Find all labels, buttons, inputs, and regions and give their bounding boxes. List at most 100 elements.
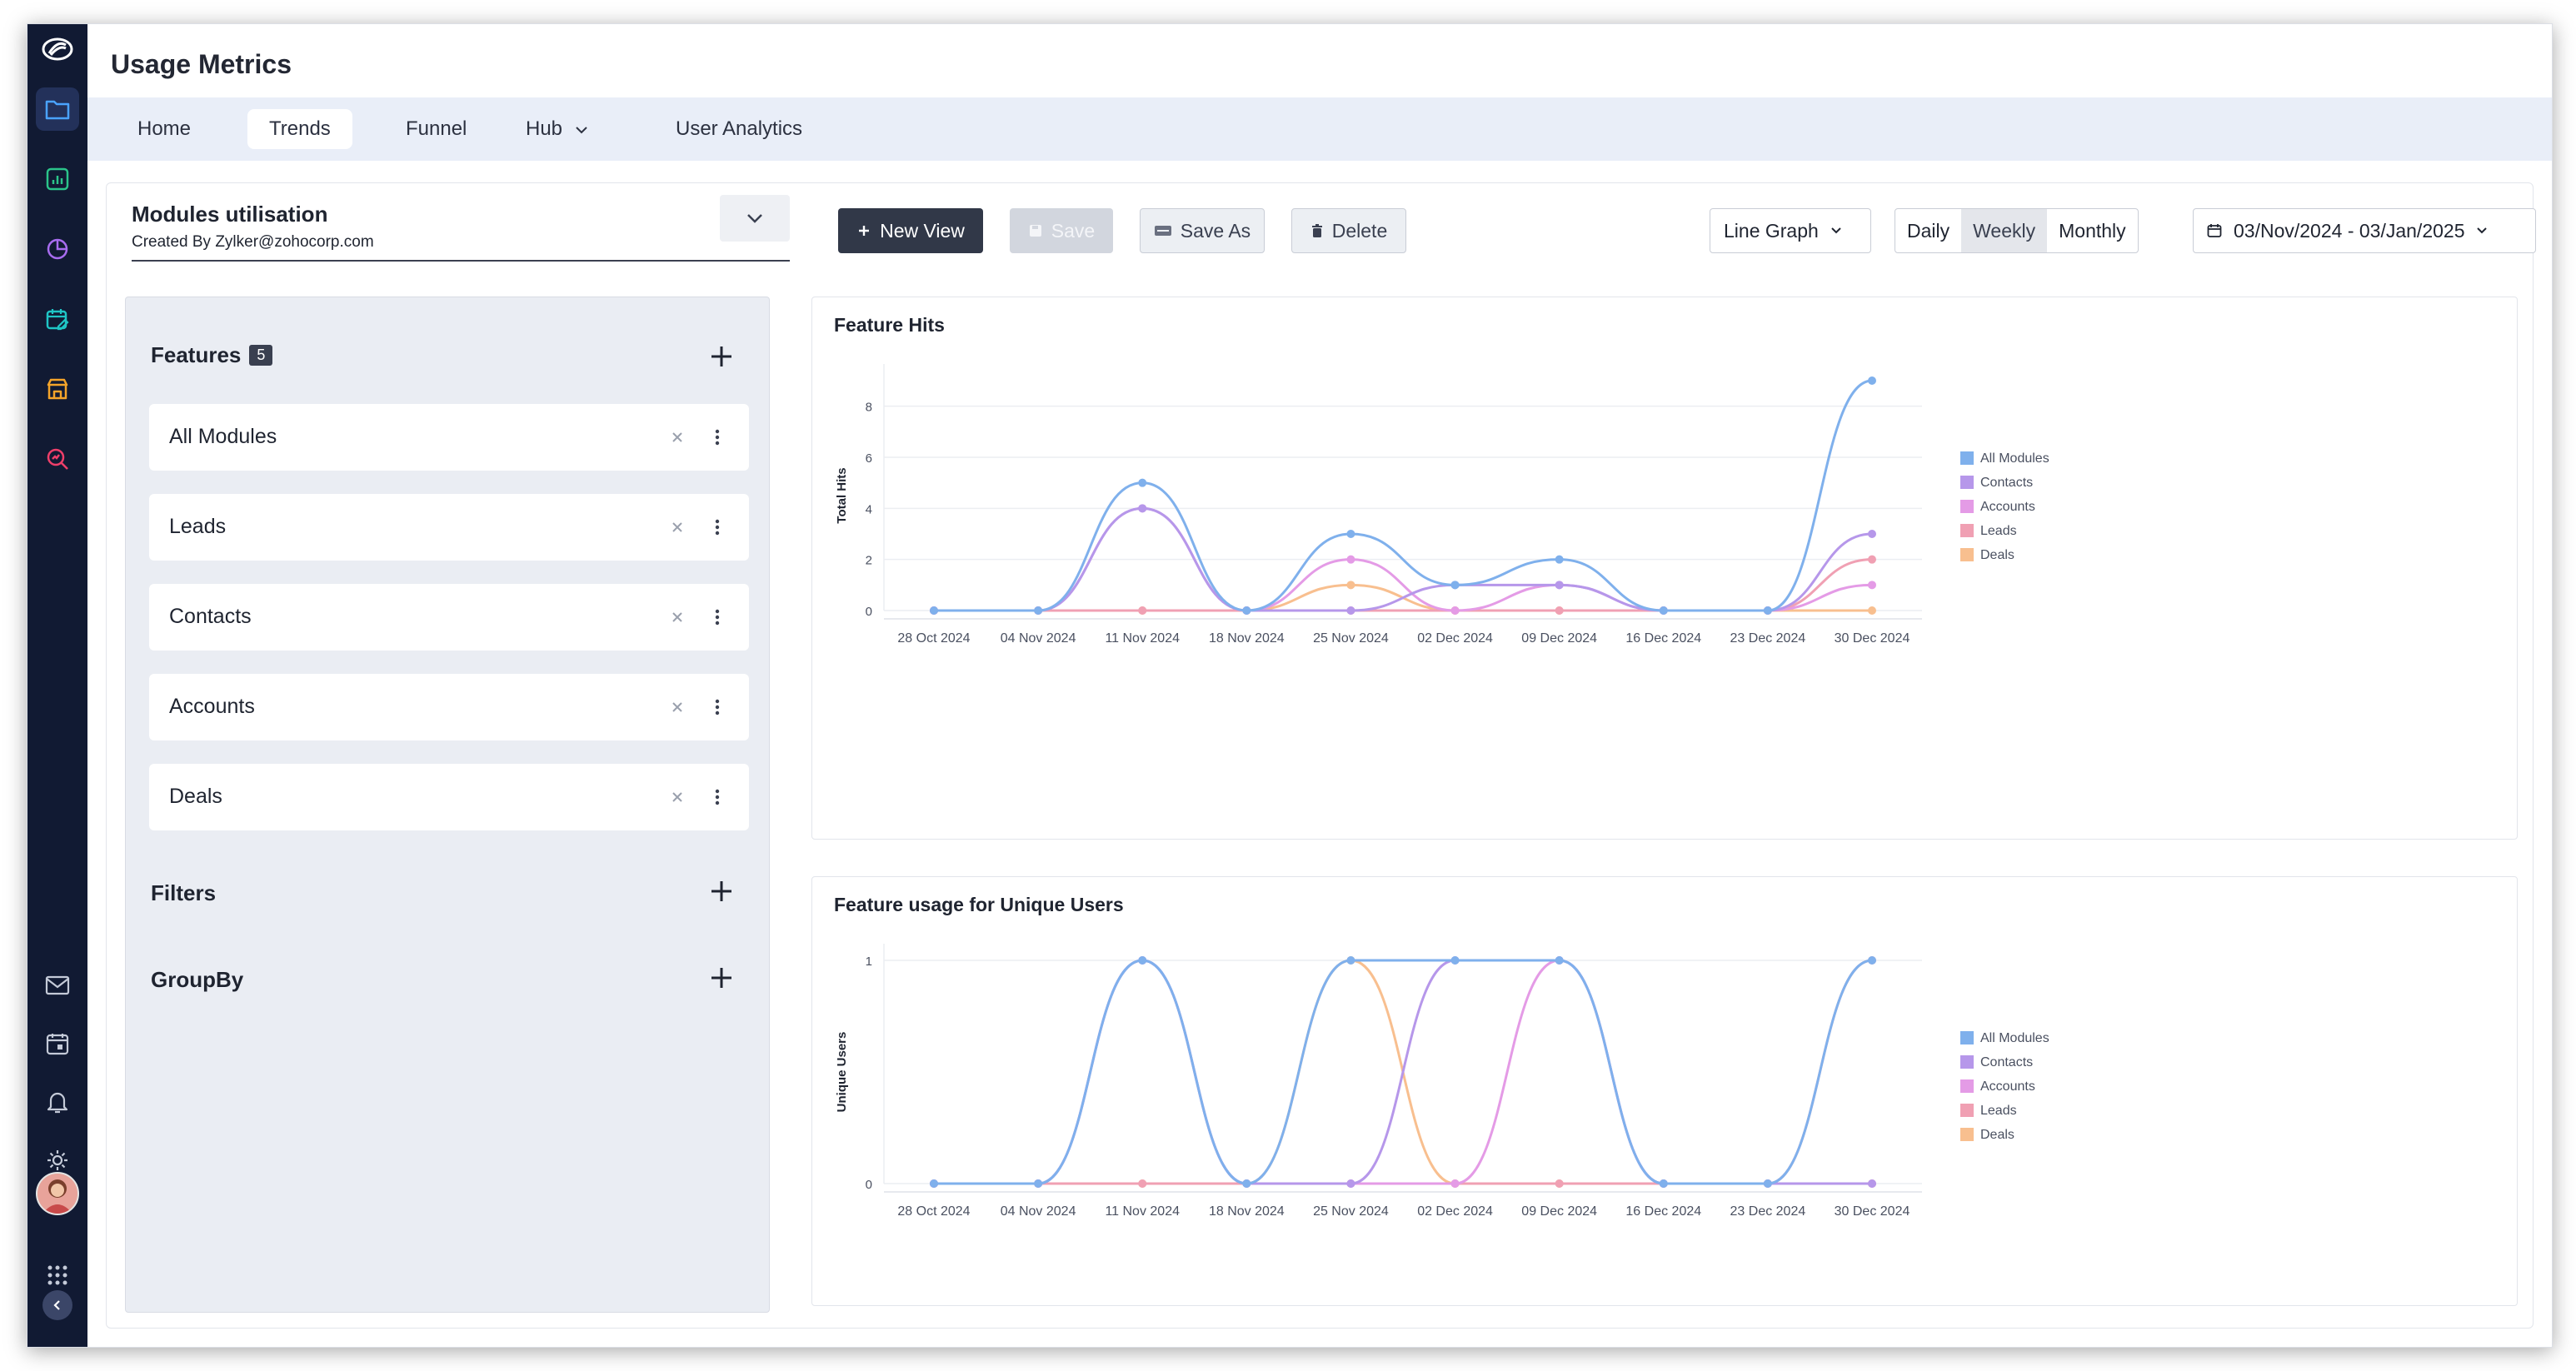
add-filter-icon[interactable] — [709, 879, 734, 904]
collapse-sidebar-button[interactable] — [42, 1290, 72, 1320]
calendar-icon[interactable] — [36, 1022, 79, 1065]
feature-item-deals[interactable]: Deals — [149, 764, 749, 830]
feature-item-all-modules[interactable]: All Modules — [149, 404, 749, 471]
data-point[interactable] — [1659, 1179, 1668, 1188]
data-point[interactable] — [1763, 606, 1772, 615]
view-selector[interactable]: Modules utilisation Created By Zylker@zo… — [132, 195, 790, 262]
data-point[interactable] — [1555, 1179, 1564, 1188]
data-point[interactable] — [930, 1179, 938, 1188]
tab-home[interactable]: Home — [116, 109, 212, 149]
legend-label[interactable]: Deals — [1980, 548, 2014, 562]
data-point[interactable] — [1868, 376, 1876, 385]
more-vertical-icon[interactable] — [706, 516, 729, 539]
legend-label[interactable]: All Modules — [1980, 451, 2049, 466]
tab-user-analytics[interactable]: User Analytics — [654, 109, 824, 149]
graph-type-select[interactable]: Line Graph — [1710, 208, 1871, 253]
data-point[interactable] — [1868, 606, 1876, 615]
remove-icon[interactable] — [666, 695, 689, 719]
data-point[interactable] — [1034, 1179, 1043, 1188]
x-tick-label: 28 Oct 2024 — [897, 631, 970, 646]
data-point[interactable] — [1242, 1179, 1251, 1188]
data-point[interactable] — [1763, 1179, 1772, 1188]
data-point[interactable] — [1138, 606, 1147, 615]
more-vertical-icon[interactable] — [706, 426, 729, 449]
data-point[interactable] — [1868, 1179, 1876, 1188]
legend-label[interactable]: All Modules — [1980, 1031, 2049, 1045]
data-point[interactable] — [1346, 581, 1355, 590]
remove-icon[interactable] — [666, 516, 689, 539]
period-weekly[interactable]: Weekly — [1961, 209, 2048, 252]
legend-label[interactable]: Leads — [1980, 1104, 2017, 1118]
legend-label[interactable]: Contacts — [1980, 476, 2033, 490]
apps-grid-icon[interactable] — [36, 1254, 79, 1297]
legend-label[interactable]: Accounts — [1980, 1079, 2035, 1094]
data-point[interactable] — [1034, 606, 1043, 615]
data-point[interactable] — [1450, 606, 1460, 615]
data-point[interactable] — [1450, 581, 1460, 590]
series-line[interactable] — [934, 959, 1873, 1185]
more-vertical-icon[interactable] — [706, 606, 729, 629]
app-logo-icon[interactable] — [39, 34, 76, 64]
data-point[interactable] — [1555, 956, 1564, 965]
legend-swatch — [1960, 1128, 1974, 1141]
calendar-edit-icon[interactable] — [36, 297, 79, 341]
data-point[interactable] — [1346, 606, 1355, 615]
avatar[interactable] — [36, 1172, 79, 1215]
data-point[interactable] — [1138, 478, 1147, 487]
data-point[interactable] — [1346, 956, 1355, 965]
data-point[interactable] — [1450, 956, 1460, 965]
mail-icon[interactable] — [36, 964, 79, 1007]
feature-item-accounts[interactable]: Accounts — [149, 674, 749, 740]
data-point[interactable] — [1346, 530, 1355, 538]
data-point[interactable] — [1138, 956, 1147, 965]
data-point[interactable] — [1346, 555, 1355, 564]
data-point[interactable] — [1868, 530, 1876, 538]
bell-icon[interactable] — [36, 1080, 79, 1124]
data-point[interactable] — [1138, 1179, 1147, 1188]
bar-chart-icon[interactable] — [36, 157, 79, 201]
period-monthly[interactable]: Monthly — [2059, 220, 2126, 242]
search-analytics-icon[interactable] — [36, 437, 79, 481]
remove-icon[interactable] — [666, 606, 689, 629]
tab-funnel[interactable]: Funnel — [384, 109, 488, 149]
series-line[interactable] — [934, 959, 1872, 1185]
new-view-button[interactable]: New View — [838, 208, 983, 253]
data-point[interactable] — [1242, 606, 1251, 615]
data-point[interactable] — [1555, 606, 1564, 615]
remove-icon[interactable] — [666, 426, 689, 449]
data-point[interactable] — [1450, 1179, 1460, 1188]
legend-label[interactable]: Contacts — [1980, 1055, 2033, 1069]
date-range-picker[interactable]: 03/Nov/2024 - 03/Jan/2025 — [2193, 208, 2536, 253]
feature-item-leads[interactable]: Leads — [149, 494, 749, 561]
legend-label[interactable]: Accounts — [1980, 500, 2035, 514]
period-daily[interactable]: Daily — [1907, 220, 1950, 242]
folder-icon[interactable] — [36, 87, 79, 131]
data-point[interactable] — [1555, 581, 1564, 590]
data-point[interactable] — [930, 606, 938, 615]
data-point[interactable] — [1555, 555, 1564, 564]
delete-button[interactable]: Delete — [1291, 208, 1406, 253]
data-point[interactable] — [1138, 504, 1147, 513]
tab-hub[interactable]: Hub — [504, 109, 610, 149]
add-groupby-icon[interactable] — [709, 965, 734, 990]
save-button[interactable]: Save — [1010, 208, 1113, 253]
legend-label[interactable]: Deals — [1980, 1128, 2014, 1142]
series-line[interactable] — [934, 379, 1873, 612]
view-dropdown-button[interactable] — [720, 195, 790, 242]
more-vertical-icon[interactable] — [706, 785, 729, 809]
gear-icon[interactable] — [36, 1139, 79, 1182]
data-point[interactable] — [1868, 956, 1876, 965]
store-icon[interactable] — [36, 367, 79, 411]
remove-icon[interactable] — [666, 785, 689, 809]
feature-item-contacts[interactable]: Contacts — [149, 584, 749, 651]
legend-label[interactable]: Leads — [1980, 524, 2017, 538]
data-point[interactable] — [1659, 606, 1668, 615]
pie-chart-icon[interactable] — [36, 227, 79, 271]
more-vertical-icon[interactable] — [706, 695, 729, 719]
data-point[interactable] — [1346, 1179, 1355, 1188]
save-as-button[interactable]: Save As — [1140, 208, 1265, 253]
tab-trends[interactable]: Trends — [247, 109, 352, 149]
data-point[interactable] — [1868, 555, 1876, 564]
data-point[interactable] — [1868, 581, 1876, 590]
add-feature-icon[interactable] — [709, 344, 734, 369]
